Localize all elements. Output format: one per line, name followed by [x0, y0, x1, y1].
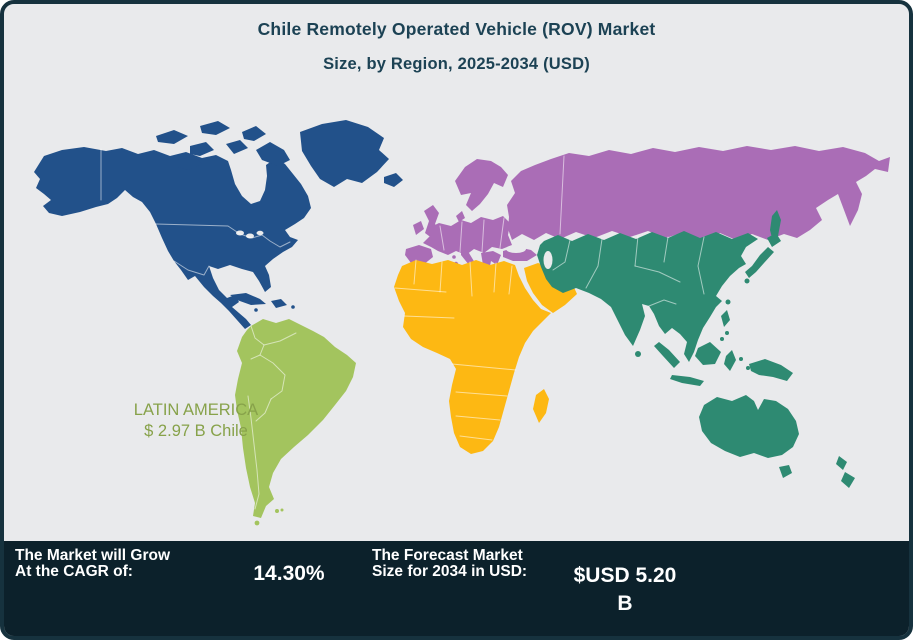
- latin-america-annotation-line1: LATIN AMERICA: [133, 401, 259, 419]
- latin-america-annotation: LATIN AMERICA $ 2.97 B Chile: [110, 400, 282, 443]
- arabian-peninsula: [524, 263, 577, 313]
- great-lake: [246, 233, 254, 239]
- south-america: [235, 319, 356, 518]
- tasmania: [779, 465, 792, 478]
- taiwan: [725, 299, 731, 305]
- russia: [507, 146, 890, 240]
- chart-title: Chile Remotely Operated Vehicle (ROV) Ma…: [4, 19, 909, 74]
- ireland: [413, 221, 424, 235]
- australia: [699, 395, 799, 458]
- forecast-value-line1: $USD 5.20: [573, 564, 677, 587]
- title-line1: Chile Remotely Operated Vehicle (ROV) Ma…: [257, 19, 656, 39]
- caribbean-islands: [230, 293, 287, 308]
- arctic-islands: [156, 121, 290, 170]
- forecast-label-line1: The Forecast Market: [372, 547, 523, 564]
- cagr-value: 14.30%: [253, 562, 325, 585]
- region-latin-america: [235, 319, 356, 526]
- region-middle-east-africa: [394, 260, 577, 454]
- asia-mainland: [537, 231, 758, 362]
- region-asia-pacific: [537, 210, 855, 488]
- philippines: [721, 310, 730, 327]
- new-guinea: [749, 359, 793, 381]
- madagascar: [533, 389, 549, 423]
- forecast-label: The Forecast Market Size for 2034 in USD…: [372, 547, 528, 581]
- philippines-dot: [725, 331, 729, 335]
- iceland: [384, 173, 403, 187]
- hainan: [702, 305, 706, 309]
- japan-honshu: [745, 247, 774, 278]
- europe-mainland: [423, 216, 512, 255]
- corsica: [452, 255, 456, 259]
- sri-lanka: [635, 351, 641, 357]
- world-map: [34, 120, 890, 526]
- north-america-mainland: [34, 147, 311, 329]
- philippines-dot: [720, 337, 724, 341]
- tierra-del-fuego: [254, 520, 260, 526]
- borneo: [695, 342, 721, 365]
- scandinavia: [455, 159, 508, 211]
- cagr-label-line2: At the CAGR of:: [15, 563, 133, 581]
- region-north-america: [34, 120, 403, 329]
- sumatra: [654, 342, 680, 368]
- country-borders: [100, 148, 705, 510]
- black-sea: [506, 245, 526, 253]
- forecast-label-line2: Size for 2034 in USD:: [372, 563, 528, 581]
- cagr-label: The Market will Grow At the CAGR of:: [15, 547, 171, 581]
- falkland-islands: [275, 509, 279, 513]
- sulawesi: [724, 350, 736, 371]
- title-line2: Size, by Region, 2025-2034 (USD): [323, 55, 590, 73]
- japan-hokkaido: [767, 233, 781, 247]
- japan-kyushu: [744, 278, 750, 284]
- moluccas-dot: [746, 366, 750, 370]
- java: [670, 375, 704, 386]
- sakhalin: [770, 210, 781, 242]
- cagr-label-line1: The Market will Grow: [15, 547, 171, 564]
- forecast-value: $USD 5.20 B: [562, 562, 688, 619]
- stats-bar: The Market will Grow At the CAGR of: 14.…: [4, 541, 909, 636]
- forecast-value-line2: B: [617, 592, 633, 616]
- falkland-islands: [280, 508, 284, 512]
- denmark: [456, 211, 465, 222]
- moluccas-dot: [739, 357, 743, 361]
- caribbean-dot: [291, 305, 295, 309]
- new-zealand: [836, 456, 855, 488]
- great-lake: [256, 230, 264, 236]
- latin-america-annotation-line2: $ 2.97 B Chile: [144, 422, 248, 441]
- inland-seas: [236, 230, 553, 269]
- caribbean-dot: [254, 308, 258, 312]
- iberia: [405, 245, 433, 265]
- greenland: [300, 120, 389, 187]
- africa: [394, 260, 551, 454]
- caspian-sea: [543, 251, 553, 269]
